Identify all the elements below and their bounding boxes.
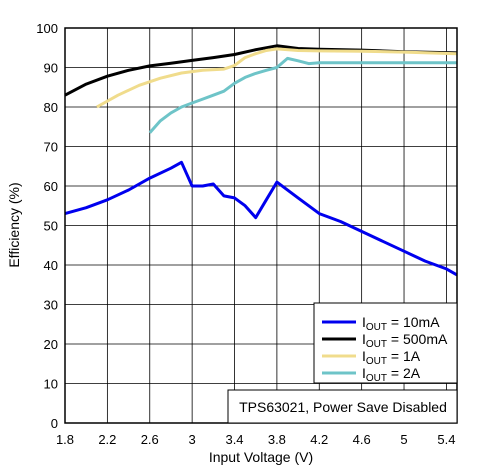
y-tick-label: 0 (51, 416, 58, 431)
x-tick-label: 1.8 (56, 432, 74, 447)
annotation-box: TPS63021, Power Save Disabled (227, 389, 458, 424)
series-line-3 (148, 56, 457, 134)
y-axis-ticks: 0 10 20 30 40 50 60 70 80 90 100 (36, 21, 58, 431)
annotation-text: TPS63021, Power Save Disabled (239, 399, 447, 415)
x-tick-label: 4.6 (353, 432, 371, 447)
y-tick-label: 10 (44, 377, 58, 392)
legend-label-1: IOUT = 500mA (362, 331, 448, 350)
x-tick-label: 5.4 (437, 432, 455, 447)
y-tick-label: 30 (44, 298, 58, 313)
y-tick-label: 60 (44, 179, 58, 194)
legend-label-0: IOUT = 10mA (362, 314, 440, 333)
series-line-2 (96, 47, 458, 109)
legend-label-3: IOUT = 2A (362, 365, 421, 384)
y-tick-label: 90 (44, 61, 58, 76)
x-tick-label: 2.6 (141, 432, 159, 447)
y-tick-label: 80 (44, 100, 58, 115)
legend-box (313, 302, 458, 384)
x-axis-label: Input Voltage (V) (209, 449, 313, 465)
y-tick-label: 40 (44, 258, 58, 273)
grid (65, 28, 457, 423)
series-lines (64, 44, 458, 277)
legend-label-2: IOUT = 1A (362, 348, 421, 367)
y-tick-label: 50 (44, 219, 58, 234)
x-tick-label: 3.4 (225, 432, 243, 447)
y-axis-label: Efficiency (%) (6, 182, 22, 267)
annotation-frame (227, 389, 458, 424)
x-axis-ticks: 1.8 2.2 2.6 3 3.4 3.8 4.2 4.6 5 5.4 (56, 432, 455, 447)
x-tick-label: 5 (400, 432, 407, 447)
x-tick-label: 4.2 (310, 432, 328, 447)
x-tick-label: 3 (189, 432, 196, 447)
x-tick-label: 2.2 (98, 432, 116, 447)
x-tick-label: 3.8 (268, 432, 286, 447)
series-line-0 (64, 160, 458, 277)
y-tick-label: 70 (44, 140, 58, 155)
y-tick-label: 20 (44, 337, 58, 352)
y-tick-label: 100 (36, 21, 58, 36)
